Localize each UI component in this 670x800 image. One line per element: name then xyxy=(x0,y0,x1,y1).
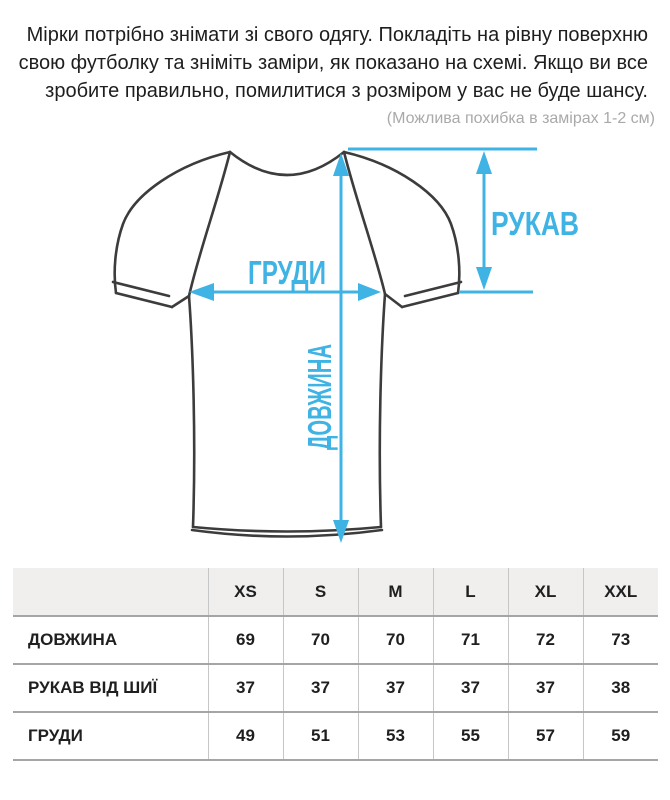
measurement-label: ГРУДИ xyxy=(13,712,208,761)
size-value: 37 xyxy=(432,664,508,713)
sleeve-arrowhead-up-icon xyxy=(476,151,492,174)
size-col-header: M xyxy=(357,568,433,617)
measurement-label: ДОВЖИНА xyxy=(13,616,208,665)
hem-bottom xyxy=(190,528,384,538)
size-col-header: XXL xyxy=(582,568,658,617)
table-row: ГРУДИ 49 51 53 55 57 59 xyxy=(13,712,658,761)
right-cuff-edge xyxy=(400,291,460,309)
sleeve-label: РУКАВ xyxy=(491,205,579,242)
length-arrowhead-up-icon xyxy=(333,153,349,176)
size-col-header: L xyxy=(432,568,508,617)
size-value: 37 xyxy=(207,664,283,713)
chest-label: ГРУДИ xyxy=(248,254,326,291)
tolerance-note: (Можлива похибка в замірах 1-2 см) xyxy=(386,110,655,127)
size-value: 70 xyxy=(282,616,358,665)
neckline xyxy=(228,150,346,177)
sleeve-arrowhead-down-icon xyxy=(476,267,492,290)
size-value: 72 xyxy=(507,616,583,665)
table-row: ДОВЖИНА 69 70 70 71 72 73 xyxy=(13,616,658,665)
table-row: РУКАВ ВІД ШИЇ 37 37 37 37 37 38 xyxy=(13,664,658,713)
left-body-side xyxy=(187,294,196,529)
intro-line: свою футболку та зніміть заміри, як пока… xyxy=(18,52,648,74)
size-value: 37 xyxy=(282,664,358,713)
left-cuff-edge xyxy=(114,291,174,309)
left-sleeve-inner xyxy=(170,294,191,309)
chest-arrowhead-left-icon xyxy=(189,283,214,301)
chest-arrowhead-right-icon xyxy=(358,283,381,301)
intro-line: Мірки потрібно знімати зі свого одягу. П… xyxy=(26,24,648,46)
left-raglan-seam xyxy=(187,150,232,298)
size-table: XS S M L XL XXL ДОВЖИНА 69 70 70 71 72 7… xyxy=(13,568,658,761)
right-sleeve-inner xyxy=(383,292,404,309)
measurement-label: РУКАВ ВІД ШИЇ xyxy=(13,664,208,713)
right-cuff-seam xyxy=(403,280,463,298)
size-value: 55 xyxy=(432,712,508,761)
size-value: 53 xyxy=(357,712,433,761)
size-value: 51 xyxy=(282,712,358,761)
size-value: 70 xyxy=(357,616,433,665)
size-value: 37 xyxy=(507,664,583,713)
length-arrowhead-down-icon xyxy=(333,520,349,543)
size-value: 59 xyxy=(582,712,658,761)
intro-line: зробите правильно, помилитися з розміром… xyxy=(45,80,648,102)
left-sleeve-outline xyxy=(113,150,232,295)
tshirt-outline xyxy=(111,150,463,538)
right-sleeve-outline xyxy=(342,150,461,295)
tshirt-measurement-diagram: ГРУДИ ДОВЖИНА РУКАВ xyxy=(111,147,579,543)
size-col-header: S xyxy=(282,568,358,617)
length-label: ДОВЖИНА xyxy=(301,344,338,450)
size-value: 71 xyxy=(432,616,508,665)
right-raglan-seam xyxy=(342,150,387,296)
chest-measure: ГРУДИ xyxy=(189,254,381,301)
size-value: 73 xyxy=(582,616,658,665)
size-value: 69 xyxy=(207,616,283,665)
left-cuff-seam xyxy=(111,280,171,298)
size-table-header-row: XS S M L XL XXL xyxy=(13,568,658,617)
intro-text: Мірки потрібно знімати зі свого одягу. П… xyxy=(0,0,670,105)
size-col-header: XS xyxy=(207,568,283,617)
right-body-side xyxy=(378,292,387,529)
size-col-header: XL xyxy=(507,568,583,617)
size-value: 49 xyxy=(207,712,283,761)
size-value: 37 xyxy=(357,664,433,713)
length-measure: ДОВЖИНА xyxy=(301,153,349,543)
hem-seam xyxy=(191,525,383,533)
size-col-header-empty xyxy=(13,568,208,617)
size-value: 57 xyxy=(507,712,583,761)
sleeve-measure: РУКАВ xyxy=(348,147,579,294)
size-value: 38 xyxy=(582,664,658,713)
